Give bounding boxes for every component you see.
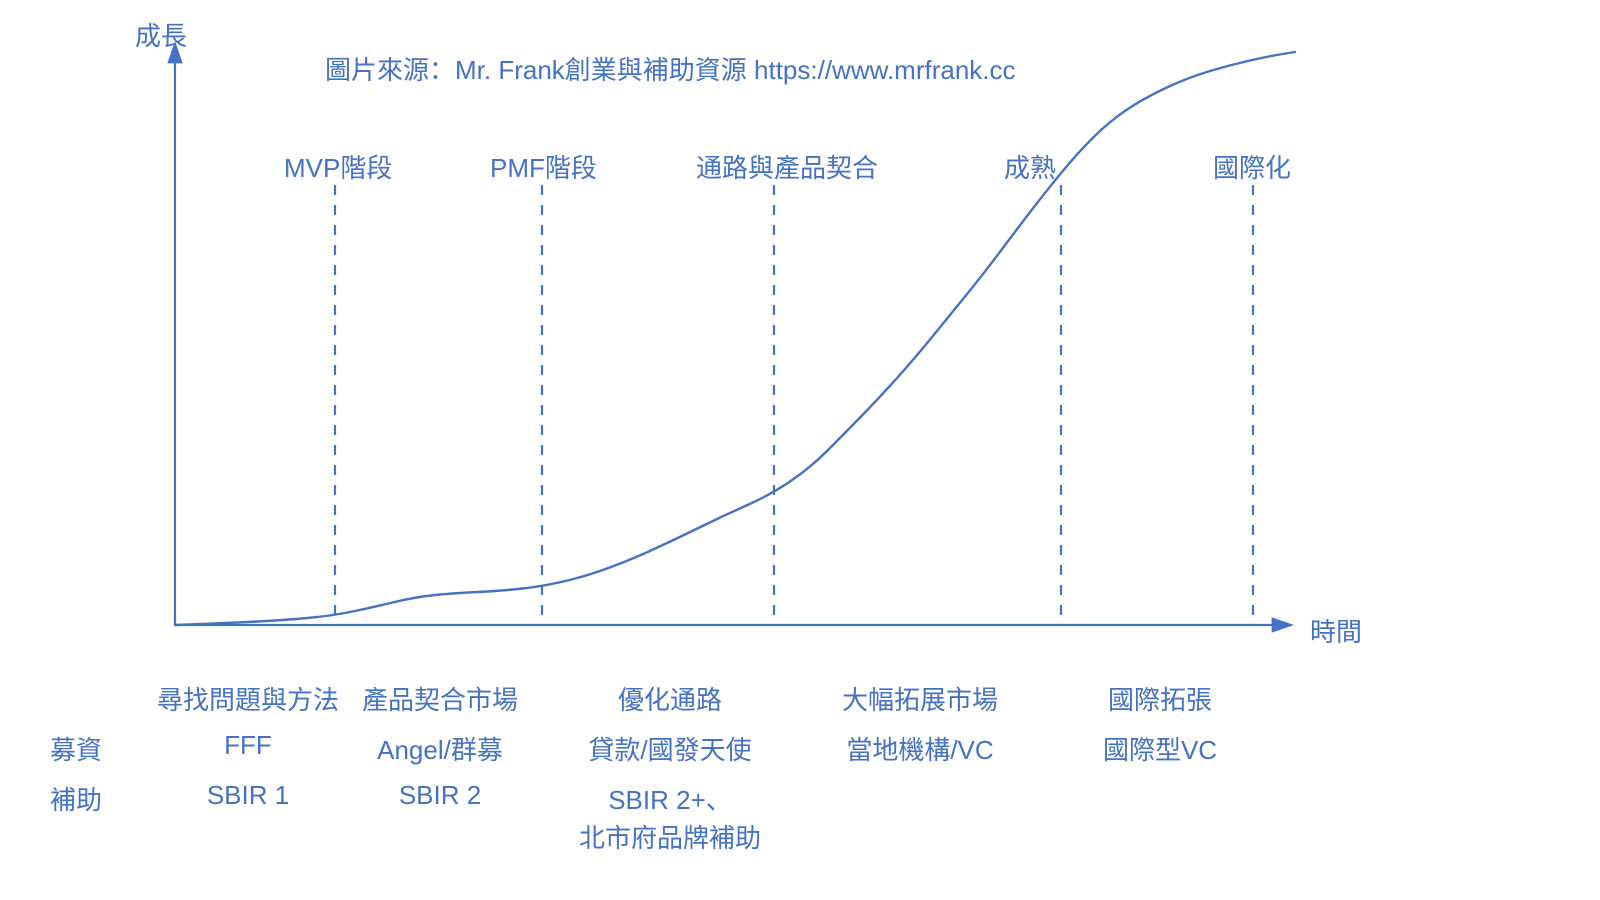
subsidy-0: SBIR 1 bbox=[207, 780, 289, 811]
funding-3: 當地機構/VC bbox=[846, 730, 993, 767]
x-axis-label: 時間 bbox=[1310, 612, 1362, 649]
y-axis-label: 成長 bbox=[135, 16, 187, 53]
stage-label-0: MVP階段 bbox=[284, 148, 392, 185]
activity-1: 產品契合市場 bbox=[362, 680, 518, 717]
row-header-1: 補助 bbox=[50, 780, 102, 817]
activity-3: 大幅拓展市場 bbox=[842, 680, 998, 717]
stage-label-2: 通路與產品契合 bbox=[696, 148, 878, 185]
stage-label-3: 成熟 bbox=[1004, 148, 1056, 185]
funding-4: 國際型VC bbox=[1103, 730, 1217, 767]
subsidy2-2: 北市府品牌補助 bbox=[579, 818, 761, 855]
funding-2: 貸款/國發天使 bbox=[588, 730, 751, 767]
chart-container: 成長時間 圖片來源：Mr. Frank創業與補助資源 https://www.mr… bbox=[0, 0, 1600, 900]
subsidy-2: SBIR 2+、 bbox=[608, 780, 732, 817]
activity-0: 尋找問題與方法 bbox=[157, 680, 339, 717]
subsidy-1: SBIR 2 bbox=[399, 780, 481, 811]
activity-2: 優化通路 bbox=[618, 680, 722, 717]
stage-label-4: 國際化 bbox=[1213, 148, 1291, 185]
funding-0: FFF bbox=[224, 730, 272, 761]
row-header-0: 募資 bbox=[50, 730, 102, 767]
funding-1: Angel/群募 bbox=[377, 730, 503, 767]
chart-svg bbox=[0, 0, 1600, 900]
stage-label-1: PMF階段 bbox=[490, 148, 597, 185]
activity-4: 國際拓張 bbox=[1108, 680, 1212, 717]
source-label: 圖片來源：Mr. Frank創業與補助資源 https://www.mrfran… bbox=[325, 50, 1016, 87]
